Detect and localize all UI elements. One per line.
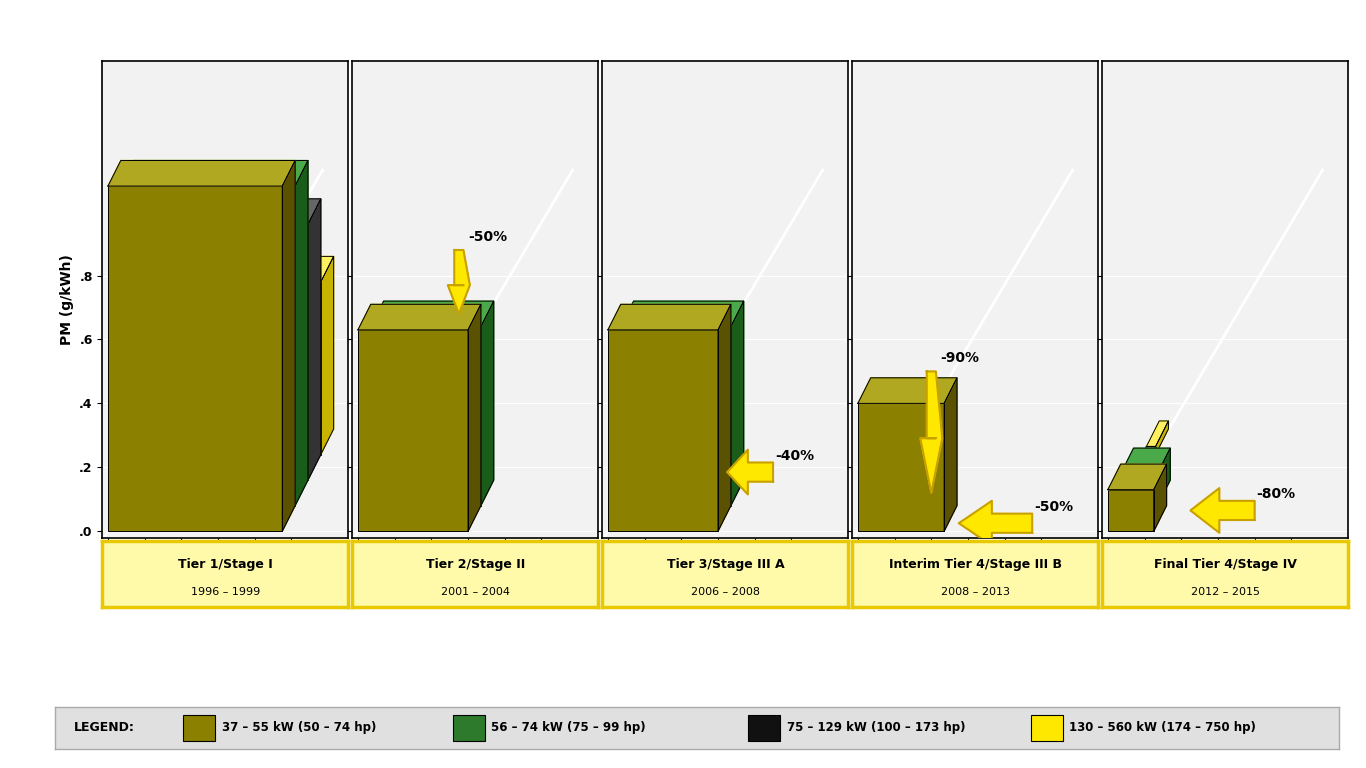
Polygon shape (1143, 446, 1156, 480)
Text: 2012 – 2015: 2012 – 2015 (1191, 588, 1259, 598)
Text: Tier 2/Stage II: Tier 2/Stage II (426, 558, 525, 571)
Polygon shape (934, 472, 948, 505)
X-axis label: NOx + HC (g/kWh): NOx + HC (g/kWh) (668, 561, 783, 571)
Polygon shape (729, 365, 742, 455)
Text: 130 – 560 kW (174 – 750 hp): 130 – 560 kW (174 – 750 hp) (1070, 721, 1255, 734)
Polygon shape (870, 472, 948, 498)
Polygon shape (1134, 446, 1156, 472)
Bar (1146, 446, 1156, 455)
Text: -80%: -80% (1257, 487, 1295, 501)
X-axis label: NOx (g/kWh): NOx (g/kWh) (186, 561, 265, 571)
Polygon shape (1146, 421, 1168, 446)
Text: -90%: -90% (940, 351, 979, 365)
Y-axis label: PM (g/kWh): PM (g/kWh) (60, 254, 74, 345)
Bar (146, 282, 321, 455)
Polygon shape (727, 450, 773, 495)
Polygon shape (731, 301, 743, 505)
Bar (1134, 472, 1143, 480)
Polygon shape (1154, 464, 1167, 531)
Bar (858, 403, 944, 531)
Bar (120, 186, 295, 505)
Polygon shape (716, 336, 729, 480)
Bar (384, 362, 466, 480)
Text: 2008 – 2013: 2008 – 2013 (941, 588, 1009, 598)
Polygon shape (646, 365, 742, 391)
Bar (749, 715, 780, 741)
Polygon shape (321, 257, 333, 455)
Bar (634, 362, 716, 480)
Polygon shape (396, 365, 492, 391)
Bar (396, 391, 479, 455)
Bar (620, 326, 731, 505)
Polygon shape (929, 446, 943, 480)
Bar (646, 391, 729, 455)
Bar (370, 326, 481, 505)
Polygon shape (1156, 421, 1168, 455)
X-axis label: NOx (g/kWh): NOx (g/kWh) (936, 561, 1015, 571)
Bar (108, 186, 283, 531)
Bar (183, 715, 216, 741)
Polygon shape (307, 199, 321, 480)
Text: 2001 – 2004: 2001 – 2004 (441, 588, 510, 598)
Bar (134, 224, 307, 480)
Polygon shape (884, 446, 943, 472)
Polygon shape (959, 501, 1033, 545)
Polygon shape (620, 301, 743, 326)
Bar (884, 472, 929, 480)
Polygon shape (1108, 464, 1167, 490)
Polygon shape (1120, 448, 1171, 474)
Text: 2006 – 2008: 2006 – 2008 (691, 588, 759, 598)
Polygon shape (466, 336, 479, 480)
Polygon shape (295, 161, 307, 505)
Polygon shape (944, 378, 958, 531)
Text: 1996 – 1999: 1996 – 1999 (191, 588, 260, 598)
Bar (870, 498, 934, 505)
Polygon shape (120, 161, 307, 186)
Bar (358, 330, 469, 531)
Text: Tier 1/Stage I: Tier 1/Stage I (178, 558, 273, 571)
Polygon shape (608, 304, 731, 330)
Bar (1030, 715, 1063, 741)
Polygon shape (719, 304, 731, 531)
Polygon shape (146, 257, 333, 282)
Text: -50%: -50% (469, 230, 507, 243)
Text: Final Tier 4/Stage IV: Final Tier 4/Stage IV (1154, 558, 1296, 571)
Polygon shape (896, 421, 947, 446)
Polygon shape (479, 365, 492, 455)
Polygon shape (481, 301, 493, 505)
Text: 75 – 129 kW (100 – 173 hp): 75 – 129 kW (100 – 173 hp) (787, 721, 964, 734)
Polygon shape (1157, 448, 1171, 505)
Polygon shape (384, 336, 479, 362)
Polygon shape (469, 304, 481, 531)
Bar (452, 715, 485, 741)
Text: -50%: -50% (1034, 500, 1074, 514)
Bar (608, 330, 719, 531)
Text: 56 – 74 kW (75 – 99 hp): 56 – 74 kW (75 – 99 hp) (492, 721, 646, 734)
Polygon shape (1190, 488, 1254, 533)
Bar (1120, 474, 1157, 505)
Polygon shape (448, 250, 470, 314)
Polygon shape (358, 304, 481, 330)
Text: LEGEND:: LEGEND: (74, 721, 135, 734)
X-axis label: NOx (g/kWh): NOx (g/kWh) (1186, 561, 1265, 571)
Text: -40%: -40% (775, 449, 814, 462)
Text: Tier 3/Stage III A: Tier 3/Stage III A (667, 558, 784, 571)
Bar (1108, 490, 1154, 531)
Polygon shape (921, 372, 943, 493)
Polygon shape (858, 378, 958, 403)
Polygon shape (134, 199, 321, 224)
Text: Interim Tier 4/Stage III B: Interim Tier 4/Stage III B (889, 558, 1061, 571)
Polygon shape (933, 421, 947, 455)
Polygon shape (108, 161, 295, 186)
Polygon shape (283, 161, 295, 531)
Text: 37 – 55 kW (50 – 74 hp): 37 – 55 kW (50 – 74 hp) (221, 721, 376, 734)
Bar (896, 446, 933, 455)
Polygon shape (370, 301, 493, 326)
Polygon shape (634, 336, 729, 362)
X-axis label: NOx + HC (g/kWh): NOx + HC (g/kWh) (418, 561, 533, 571)
